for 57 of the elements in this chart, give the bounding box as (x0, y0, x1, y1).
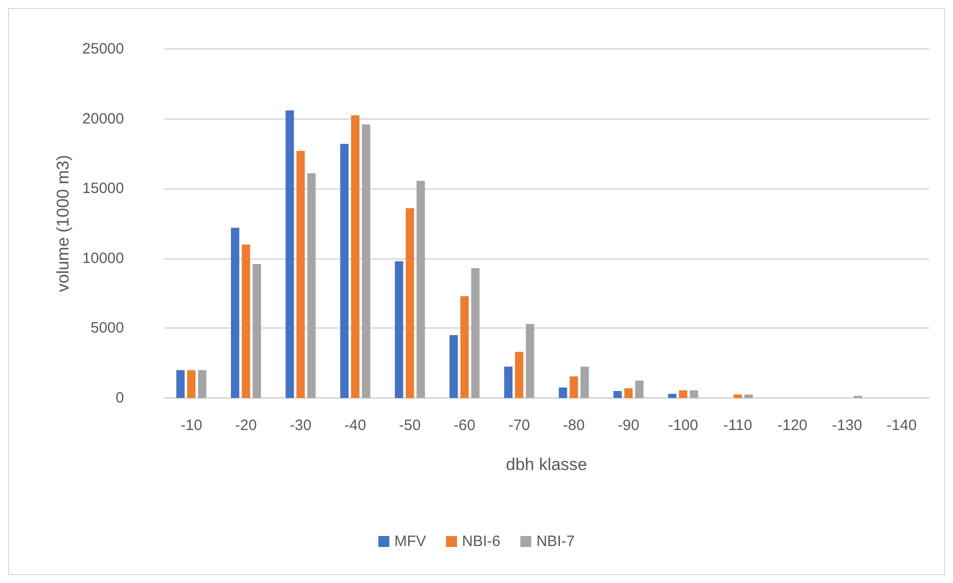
bar (230, 228, 240, 398)
x-tick-label: -20 (235, 417, 257, 434)
x-tick-label: -110 (723, 417, 752, 434)
bar (690, 390, 698, 398)
x-axis-title: dbh klasse (506, 455, 588, 474)
bar (504, 366, 512, 398)
bar (307, 173, 316, 398)
bar (406, 208, 414, 398)
x-tick-label: -60 (454, 417, 476, 434)
y-tick-label: 15000 (82, 180, 124, 198)
bar (252, 264, 261, 398)
y-tick-label: 20000 (82, 110, 124, 128)
x-tick-label: -80 (562, 417, 585, 434)
x-tick-label: -140 (886, 417, 917, 434)
x-tick-label: -90 (618, 417, 640, 434)
bar (744, 394, 753, 398)
bar (460, 296, 469, 398)
legend-label: NBI-6 (462, 533, 500, 550)
bar (450, 335, 458, 398)
x-tick-label: -30 (290, 417, 312, 434)
bar (558, 388, 568, 398)
bar (286, 110, 294, 398)
x-tick-label: -70 (508, 417, 530, 434)
bar (734, 394, 742, 398)
bar (471, 268, 480, 398)
bar (198, 370, 206, 398)
bar (416, 180, 425, 398)
x-tick-label: -100 (668, 417, 698, 434)
legend-label: NBI-7 (536, 533, 575, 550)
x-tick-label: -40 (344, 417, 366, 434)
bar (296, 150, 305, 398)
bar (340, 144, 349, 398)
bar (362, 124, 370, 398)
x-tick-label: -50 (399, 417, 421, 434)
bar (242, 244, 250, 398)
bar (187, 370, 196, 398)
bar (678, 390, 688, 398)
bar (624, 388, 633, 398)
bar (515, 352, 524, 398)
bar (394, 261, 404, 398)
bar (668, 394, 676, 398)
bar (176, 370, 185, 398)
y-tick-label: 10000 (82, 250, 124, 267)
y-tick-label: 5000 (90, 320, 124, 337)
y-tick-label: 0 (116, 390, 124, 406)
bar (526, 324, 534, 398)
x-tick-label: -130 (832, 417, 862, 434)
y-axis-title: volume (1000 m3) (53, 154, 72, 292)
bar (570, 376, 578, 398)
legend-label: MFV (394, 533, 426, 550)
x-tick-label: -120 (777, 417, 808, 434)
bar (635, 380, 644, 398)
bar (580, 366, 589, 398)
bar (613, 391, 622, 398)
bar (351, 115, 360, 398)
x-tick-label: -10 (180, 417, 202, 434)
y-tick-label: 25000 (82, 40, 124, 58)
